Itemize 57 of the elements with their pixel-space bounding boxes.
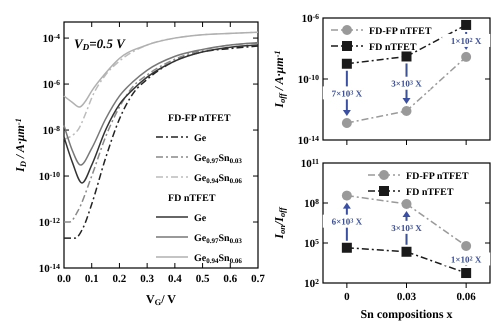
y-tick-label: 10$^{-4}$ [42, 32, 60, 46]
legend-label: Ge [194, 213, 207, 224]
y-tick-label: 10$^{-6}$ [42, 78, 60, 92]
annotation: 6×10$^{3}$ X [332, 216, 363, 227]
annotation: FD nTFET [168, 193, 216, 204]
y-tick-label: 10$^{-10}$ [298, 72, 320, 86]
legend-label: Ge$_{0.94}$Sn$_{0.06}$ [194, 173, 242, 185]
x-tick-label: 0 [344, 291, 350, 303]
y-tick-label: 10$^{-14}$ [298, 134, 320, 147]
legend-label: FD nTFET [369, 42, 417, 53]
point [342, 58, 352, 69]
x-tick-label: 0.3 [140, 273, 155, 285]
annotation: 1×10$^{2}$ X [450, 254, 482, 264]
annotation: 3×10$^{3}$ X [391, 222, 422, 233]
y-tick-label: 10$^{2}$ [304, 276, 320, 290]
x-tick-label: 0.06 [456, 291, 476, 303]
point [402, 246, 412, 257]
legend-label: FD-FP nTFET [369, 26, 432, 37]
annotation: V$_{D}$=0.5 V [74, 36, 126, 52]
annotation: 1×10$^{2}$ X [450, 36, 482, 46]
y-tick-label: 10$^{-10}$ [38, 170, 60, 184]
annotation: 7×10$^{3}$ X [332, 88, 363, 98]
x-tick-label: 0.6 [223, 273, 238, 285]
x-axis-title: V$_{G}$/ V [146, 292, 176, 307]
legend-label: Ge [194, 133, 207, 144]
point [342, 242, 352, 253]
x-tick-label: 0.2 [112, 273, 127, 285]
y-tick-label: 10$^{-6}$ [302, 12, 320, 25]
y-tick-label: 10$^{5}$ [304, 236, 320, 250]
point [402, 106, 412, 116]
annotation: 3×10$^{3}$ X [391, 78, 422, 89]
x-tick-label: 0.5 [196, 273, 210, 285]
point [402, 198, 412, 209]
legend-label: Ge$_{0.94}$Sn$_{0.06}$ [194, 253, 242, 265]
x-tick-label: 0.0 [57, 273, 72, 285]
legend-label: Ge$_{0.97}$Sn$_{0.03}$ [194, 153, 242, 165]
point [342, 190, 352, 201]
x-tick-label: 0.4 [168, 273, 182, 285]
y-tick-label: 10$^{11}$ [300, 156, 320, 170]
point [461, 240, 472, 251]
x-tick-label: 0.1 [84, 273, 99, 285]
annotation: FD-FP nTFET [168, 113, 231, 124]
y-tick-label: 10$^{-14}$ [38, 262, 60, 275]
legend-label: Ge$_{0.97}$Sn$_{0.03}$ [194, 233, 242, 245]
y-tick-label: 10$^{-12}$ [38, 216, 60, 230]
point [342, 118, 352, 128]
y-tick-label: 10$^{8}$ [304, 196, 320, 210]
point [461, 52, 472, 62]
x-tick-label: 0.03 [396, 291, 417, 303]
x-axis-title: Sn compositions x [360, 307, 453, 321]
x-tick-label: 0.7 [251, 273, 266, 285]
point [461, 268, 472, 278]
legend-label: FD-FP nTFET [406, 171, 469, 182]
y-tick-label: 10$^{-8}$ [42, 124, 60, 138]
legend-label: FD nTFET [406, 187, 454, 198]
point [461, 20, 472, 30]
point [402, 51, 412, 62]
